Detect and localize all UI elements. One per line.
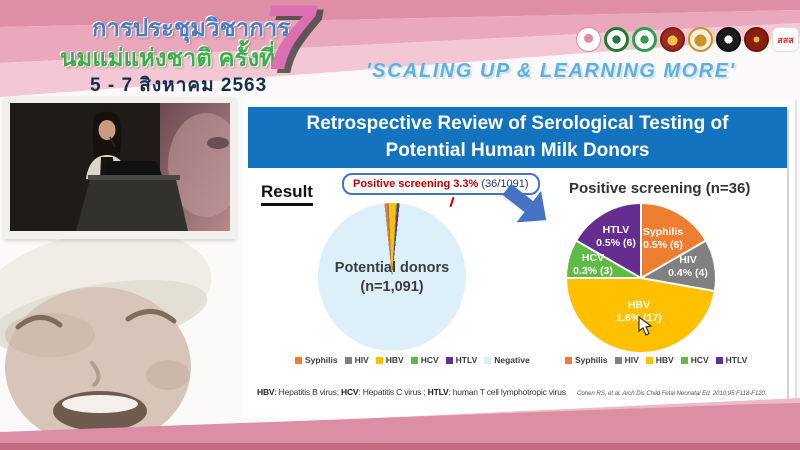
result-label: Result: [261, 182, 313, 206]
podium: [76, 179, 188, 231]
baby-photo-background: [0, 235, 212, 447]
conference-banner: การประชุมวิชาการ นมแม่แห่งชาติ ครั้งที่ …: [0, 0, 800, 100]
pie-slice-label: HIV 0.4% (4): [668, 253, 708, 279]
mouse-cursor-icon: [638, 316, 653, 336]
donors-pie-center-label: Potential donors (n=1,091): [334, 260, 450, 295]
legend-swatch: [614, 356, 622, 364]
thai-health-promotion-logo-icon: สสส: [772, 27, 799, 52]
pediatric-association-logo-icon: [716, 27, 741, 52]
royal-college-emblem-logo-icon: [688, 27, 713, 52]
slide-area: Retrospective Review of Serological Test…: [243, 100, 797, 418]
legend-item: Syphilis: [565, 355, 608, 365]
ministry-emblem-logo-icon: [744, 27, 769, 52]
conference-title-line2: นมแม่แห่งชาติ ครั้งที่: [60, 45, 276, 72]
pie-slice-label: Syphilis 0.5% (6): [642, 225, 684, 251]
legend-swatch: [344, 356, 352, 364]
edition-number: 7: [263, 0, 315, 89]
pie-slice-label: HBV 1.6% (17): [616, 298, 662, 324]
legend-item: HIV: [614, 355, 639, 365]
conference-dates: 5 - 7 สิงหาคม 2563: [90, 75, 268, 96]
pie-slice-label: HCV 0.3% (3): [573, 251, 613, 277]
presenter-scene: [10, 103, 230, 231]
legend-item: Negative: [484, 355, 530, 365]
abbreviation-footnote: HBV: Hepatitis B virus; HCV: Hepatitis C…: [257, 387, 566, 397]
positive-pie-title: Positive screening (n=36): [569, 180, 751, 197]
positive-screening-callout: Positive screening 3.3% (36/1091): [342, 173, 540, 195]
pie-slice-separator: [640, 204, 642, 278]
legend-item: HIV: [344, 355, 369, 365]
laptop: [104, 161, 162, 175]
legend-item: HBV: [645, 355, 674, 365]
baby-closed-eye-left: [15, 315, 63, 330]
legend-item: HBV: [375, 355, 404, 365]
slide-edge-divider: [787, 110, 789, 400]
legend-swatch: [680, 356, 688, 364]
legend-item: HCV: [680, 355, 709, 365]
legend-item: HTLV: [715, 355, 747, 365]
callout-detail: (36/1091): [481, 178, 529, 190]
university-emblem-logo-icon: [660, 27, 685, 52]
sponsor-logos-row: สสส: [576, 27, 799, 52]
legend-swatch: [715, 356, 723, 364]
legend-swatch: [445, 356, 453, 364]
donors-pie-chart: Potential donors (n=1,091): [318, 203, 466, 351]
legend-swatch: [295, 356, 302, 364]
legend-item: Syphilis: [295, 355, 338, 365]
medical-council-logo-icon: [632, 27, 657, 52]
legend-swatch: [565, 356, 572, 364]
positive-pie-legend: Syphilis HIV HBV HCV HTLV: [565, 355, 747, 365]
callout-highlight: Positive screening 3.3%: [353, 178, 479, 190]
slide-title: Retrospective Review of Serological Test…: [248, 107, 787, 168]
microphone-icon: [109, 136, 116, 148]
legend-swatch: [645, 356, 653, 364]
department-of-health-logo-icon: [604, 27, 629, 52]
breastfeeding-foundation-logo-icon: [576, 27, 601, 52]
conference-title-line1: การประชุมวิชาการ: [92, 15, 291, 42]
baby-closed-eye-right: [125, 309, 177, 324]
legend-swatch: [375, 356, 383, 364]
conference-slogan: 'SCALING UP & LEARNING MORE': [366, 60, 736, 82]
pie-slice-label: HTLV 0.5% (6): [596, 223, 636, 249]
donors-pie-legend: Syphilis HIV HBV HCV HTLV Negative: [295, 355, 530, 365]
legend-item: HTLV: [445, 355, 477, 365]
legend-item: HCV: [410, 355, 439, 365]
presenter-video: [4, 97, 236, 239]
reference-citation: Cohen RS, et al. Arch Dis Child Fetal Ne…: [577, 390, 767, 397]
legend-swatch: [410, 356, 418, 364]
legend-swatch: [484, 356, 492, 364]
callout-pointer: [449, 196, 455, 208]
presenter-face: [98, 120, 116, 140]
